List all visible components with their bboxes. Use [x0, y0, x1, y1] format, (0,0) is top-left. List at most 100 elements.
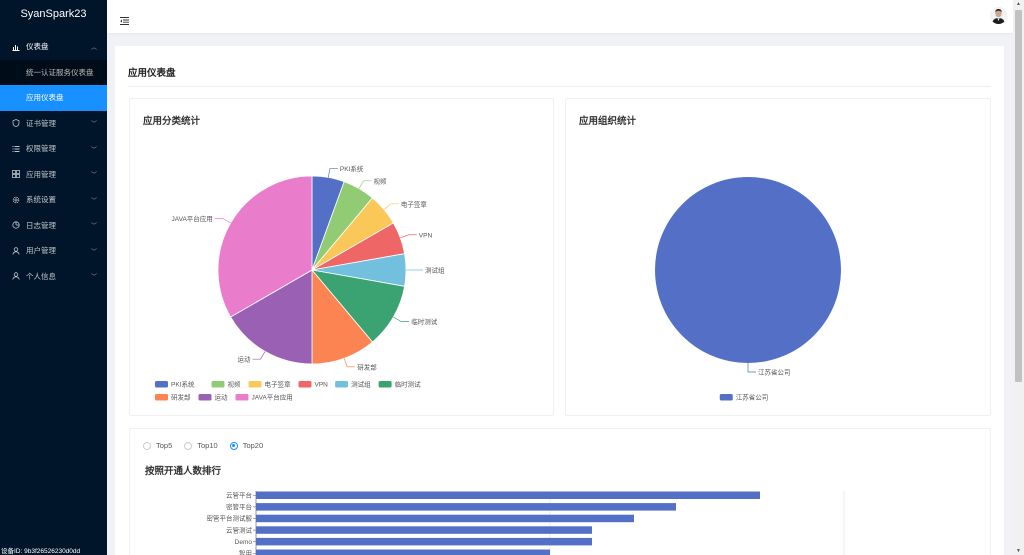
- top-n-radio-group: Top5 Top10 Top20: [143, 441, 275, 450]
- radio-dot[interactable]: [229, 441, 238, 450]
- pie-label: 测试组: [425, 266, 445, 275]
- appstore-icon: [12, 170, 20, 179]
- pie-label: 视频: [374, 176, 388, 185]
- sidebar-item-label: 日志管理: [26, 220, 56, 230]
- org-stats-title: 应用组织统计: [579, 116, 637, 127]
- sidebar-item-profile[interactable]: 个人信息 ﹀: [0, 264, 107, 290]
- sidebar-item-dashboard[interactable]: 仪表盘 ︿: [0, 34, 107, 60]
- legend-label[interactable]: 江苏省公司: [736, 393, 769, 402]
- legend-swatch[interactable]: [198, 394, 212, 401]
- bar[interactable]: [256, 503, 676, 511]
- pie-label: 运动: [238, 356, 252, 364]
- legend-label[interactable]: VPN: [315, 382, 329, 389]
- bar[interactable]: [256, 514, 634, 523]
- legend-label[interactable]: 运动: [215, 394, 229, 402]
- legend-label[interactable]: 电子签章: [265, 380, 292, 389]
- user-icon: [12, 272, 20, 280]
- sidebar-item-label: 仪表盘: [26, 42, 49, 52]
- pie-label-line: [400, 234, 417, 239]
- legend-label[interactable]: 测试组: [351, 380, 371, 389]
- sidebar-item-app-dashboard[interactable]: 应用仪表盘: [0, 85, 107, 111]
- sidebar-item-permission[interactable]: 权限管理 ﹀: [0, 136, 107, 162]
- bar[interactable]: [256, 549, 550, 555]
- legend-swatch[interactable]: [235, 394, 249, 401]
- pie-slice[interactable]: [310, 269, 406, 343]
- pie-label: 江苏省公司: [758, 368, 791, 377]
- chevron-down-icon: ﹀: [90, 172, 97, 179]
- radio-dot[interactable]: [184, 441, 193, 450]
- pie-label-line: [393, 316, 410, 322]
- user-avatar[interactable]: [990, 7, 1007, 24]
- category-stats-card: 应用分类统计 PKI系统 视频 电子签章 VPN 测试组 临时测试 研发部 运动 JAVA平台应…: [129, 98, 554, 416]
- scroll-down-icon[interactable]: ▼: [1016, 548, 1021, 554]
- title-divider: [128, 86, 991, 87]
- bar[interactable]: [256, 526, 592, 534]
- pie-label: 电子签章: [401, 199, 428, 208]
- legend-label[interactable]: 研发部: [171, 393, 191, 402]
- chevron-up-icon: ︿: [90, 45, 97, 52]
- pie-label: PKI系统: [340, 164, 364, 173]
- ranking-title: 按照开通人数排行: [145, 466, 222, 477]
- legend-label[interactable]: PKI系统: [171, 380, 195, 389]
- pie-label-line: [383, 203, 399, 210]
- main-content: 应用仪表盘 应用分类统计 PKI系统 视频 电子签章 VPN 测试组 临时测试 研发部 运动 J…: [115, 46, 1004, 555]
- dashboard-icon: [12, 43, 20, 51]
- legend-label[interactable]: JAVA平台应用: [252, 393, 293, 402]
- radio-top5[interactable]: Top5: [143, 441, 172, 450]
- pie-label: JAVA平台应用: [172, 214, 213, 223]
- sidebar-item-cert[interactable]: 证书管理 ﹀: [0, 111, 107, 137]
- pie-slice[interactable]: [311, 268, 373, 365]
- pie-slice[interactable]: [217, 175, 313, 318]
- y-tick-label: 智用: [239, 549, 252, 555]
- pie-label-line: [327, 168, 338, 178]
- scroll-up-icon[interactable]: ▲: [1016, 1, 1021, 7]
- top-header: [107, 0, 1013, 33]
- sidebar-item-auth-dashboard[interactable]: 统一认证服务仪表盘: [26, 67, 94, 77]
- y-tick-label: 密管平台: [226, 502, 252, 511]
- scrollbar-thumb[interactable]: [1015, 10, 1022, 382]
- chevron-down-icon: ﹀: [90, 198, 97, 205]
- dashboard-submenu: 统一认证服务仪表盘 应用仪表盘: [0, 59, 107, 111]
- sidebar-item-settings[interactable]: 系统设置 ﹀: [0, 187, 107, 213]
- legend-swatch[interactable]: [378, 381, 392, 388]
- menu-fold-icon[interactable]: [120, 12, 129, 25]
- pie-label: 研发部: [357, 362, 377, 371]
- pie-label-line: [343, 358, 356, 368]
- category-stats-title: 应用分类统计: [143, 116, 201, 127]
- sidebar-item-logs[interactable]: 日志管理 ﹀: [0, 213, 107, 239]
- radio-top10[interactable]: Top10: [184, 441, 218, 450]
- legend-swatch[interactable]: [248, 381, 262, 388]
- sidebar-menu: 仪表盘 ︿ 统一认证服务仪表盘 应用仪表盘 证书管理 ﹀ 权限管理 ﹀: [0, 34, 107, 289]
- sidebar-item-users[interactable]: 用户管理 ﹀: [0, 238, 107, 264]
- app-logo[interactable]: SyanSpark23: [20, 8, 87, 20]
- chevron-down-icon: ﹀: [90, 249, 97, 256]
- category-pie-chart[interactable]: PKI系统视频电子签章VPN测试组临时测试研发部运动JAVA平台应用PKI系统视…: [130, 99, 555, 417]
- pie-slice[interactable]: [230, 269, 313, 365]
- legend-swatch[interactable]: [719, 394, 733, 401]
- pie-label-line: [252, 351, 266, 360]
- legend-swatch[interactable]: [335, 381, 349, 388]
- sidebar-item-app[interactable]: 应用管理 ﹀: [0, 162, 107, 188]
- sidebar-item-label: 应用管理: [26, 169, 56, 179]
- bar[interactable]: [256, 491, 760, 500]
- page-scrollbar[interactable]: ▲ ▼: [1013, 0, 1024, 555]
- legend-swatch[interactable]: [298, 381, 312, 388]
- legend-swatch[interactable]: [155, 394, 168, 401]
- sidebar: SyanSpark23 仪表盘 ︿ 统一认证服务仪表盘 应用仪表盘 证书管理 ﹀: [0, 0, 107, 555]
- radio-top20[interactable]: Top20: [229, 441, 263, 450]
- radio-label: Top5: [156, 441, 173, 450]
- bar[interactable]: [256, 537, 592, 546]
- device-id: 设备ID: 9b3f26526230d0dd: [1, 548, 81, 555]
- org-stats-card: 应用组织统计 江苏省公司 江苏省公司: [565, 98, 991, 416]
- legend-label[interactable]: 视频: [228, 380, 242, 389]
- legend-swatch[interactable]: [211, 381, 225, 388]
- legend-swatch[interactable]: [155, 381, 168, 388]
- sidebar-item-label: 证书管理: [26, 118, 56, 128]
- pie-icon: [12, 221, 20, 229]
- legend-label[interactable]: 临时测试: [395, 380, 422, 389]
- pie-slice[interactable]: [655, 177, 841, 363]
- radio-dot[interactable]: [143, 441, 151, 450]
- y-tick-label: 密管平台测试服: [207, 514, 253, 523]
